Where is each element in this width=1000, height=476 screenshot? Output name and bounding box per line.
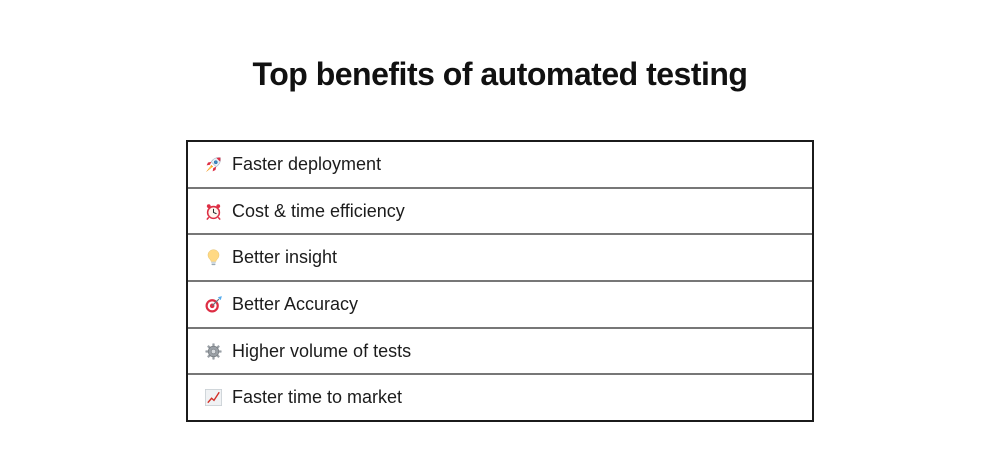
benefit-row: Higher volume of tests <box>188 326 812 374</box>
benefit-label: Higher volume of tests <box>232 340 412 361</box>
benefit-row: Faster time to market <box>188 373 812 420</box>
benefit-row: Better Accuracy <box>188 280 812 327</box>
benefit-row: Better insight <box>188 233 812 280</box>
light-bulb-icon <box>203 248 223 268</box>
dart-target-icon <box>203 294 223 314</box>
rocket-icon <box>203 154 223 174</box>
benefit-row: Cost & time efficiency <box>188 186 812 234</box>
gear-icon <box>203 341 223 361</box>
benefit-label: Better insight <box>232 247 338 268</box>
benefit-label: Better Accuracy <box>232 293 359 314</box>
benefit-label: Faster time to market <box>232 387 403 408</box>
chart-increasing-icon <box>203 388 223 408</box>
benefit-row: Faster deployment <box>188 142 812 187</box>
benefit-label: Cost & time efficiency <box>232 200 405 221</box>
benefit-label: Faster deployment <box>232 153 382 174</box>
page-title: Top benefits of automated testing <box>252 56 748 92</box>
alarm-clock-icon <box>203 201 223 221</box>
benefits-table: Faster deployment Cost & time efficiency B… <box>186 140 814 422</box>
